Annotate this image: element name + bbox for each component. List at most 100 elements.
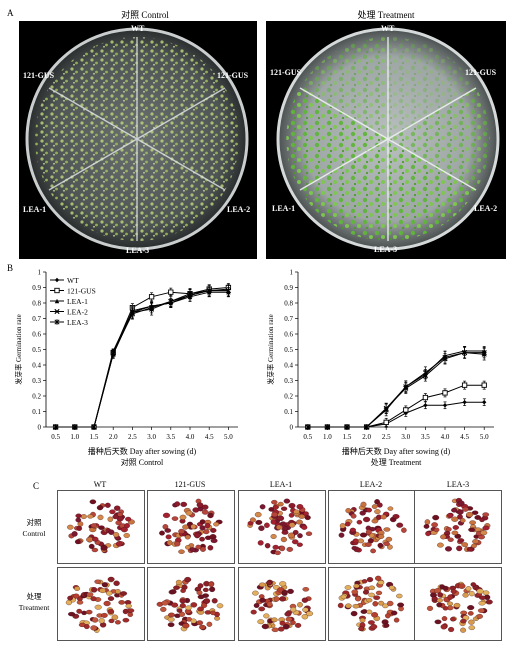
seed	[71, 531, 78, 537]
seed	[100, 545, 108, 551]
seed	[366, 577, 374, 583]
seed-image-control-3	[328, 490, 416, 564]
seed	[118, 600, 126, 605]
data-point	[403, 407, 409, 413]
seed	[352, 603, 360, 609]
seed	[280, 506, 288, 511]
seed	[213, 521, 220, 527]
seed-cluster	[156, 576, 224, 632]
series-4	[305, 346, 487, 430]
seed	[108, 529, 115, 535]
seed	[279, 581, 287, 587]
seed	[171, 516, 179, 521]
seed	[83, 624, 90, 630]
treatment-label-lea1: LEA-1	[272, 204, 296, 213]
seed	[377, 502, 383, 508]
x-tick-label: 0.5	[303, 433, 312, 441]
x-tick-label: 4.0	[186, 433, 195, 441]
seed	[372, 601, 379, 607]
seed	[474, 515, 482, 520]
x-tick-label: 5.0	[480, 433, 489, 441]
seed	[461, 542, 469, 547]
seed	[296, 542, 303, 547]
seed	[467, 605, 475, 611]
series-line	[307, 401, 485, 428]
series-4	[53, 284, 231, 430]
seed	[468, 590, 475, 597]
seed	[160, 606, 167, 612]
seed	[371, 504, 378, 509]
seed	[281, 530, 289, 535]
seed	[90, 596, 97, 602]
seed	[469, 520, 476, 525]
seed	[396, 522, 404, 528]
seed	[350, 513, 357, 519]
legend-marker	[54, 287, 60, 294]
seed	[72, 593, 80, 599]
seed	[440, 534, 447, 540]
seed	[258, 525, 265, 531]
seed-image-control-2	[238, 490, 326, 564]
seed	[476, 588, 484, 594]
series-1	[305, 380, 487, 430]
seed	[161, 600, 169, 606]
seed	[425, 531, 431, 537]
data-point	[148, 294, 155, 300]
seed	[107, 576, 115, 582]
y-axis-label: 发芽率 Germination rate	[266, 314, 275, 384]
seed	[431, 596, 438, 601]
treatment-label-121gus-right: 121-GUS	[465, 68, 497, 77]
seed	[88, 543, 95, 549]
y-tick-label: 1	[38, 269, 42, 277]
seed	[385, 613, 391, 619]
seed	[447, 537, 454, 542]
data-point	[324, 424, 330, 430]
seed	[258, 582, 266, 588]
seed	[480, 530, 488, 536]
seed	[270, 534, 277, 539]
seed	[196, 502, 204, 508]
seed	[383, 623, 390, 628]
seed	[301, 597, 309, 603]
control-label-lea3: LEA-3	[126, 246, 150, 255]
seed	[339, 523, 346, 529]
x-tick-label: 4.0	[441, 433, 450, 441]
row-label-treatment: 处理 Treatment	[12, 591, 56, 613]
seed	[466, 511, 474, 518]
seed	[168, 612, 175, 618]
data-point	[462, 400, 467, 405]
y-tick-label: 0.6	[32, 331, 41, 339]
seed	[113, 505, 121, 511]
seed	[94, 604, 102, 610]
seed	[199, 624, 206, 630]
seed-image-treatment-0	[57, 567, 145, 641]
seed	[91, 587, 98, 593]
x-tick-label: 5.0	[224, 433, 233, 441]
seed	[91, 547, 99, 553]
row-label-control-zh: 对照	[26, 518, 42, 527]
seed	[457, 500, 465, 506]
seed	[197, 606, 204, 612]
seed	[290, 620, 296, 625]
y-tick-label: 1	[290, 269, 294, 277]
seed	[353, 583, 360, 589]
control-label-wt: WT	[131, 24, 145, 33]
seed	[286, 546, 294, 552]
data-point	[206, 287, 212, 294]
seed	[80, 514, 87, 520]
x-tick-label: 4.5	[460, 433, 469, 441]
seed	[261, 623, 269, 630]
seed-image-treatment-2	[238, 567, 326, 641]
seed	[426, 605, 434, 611]
seed-image-control-4	[414, 490, 502, 564]
seed	[375, 590, 383, 596]
seed	[433, 527, 440, 533]
seed	[367, 620, 375, 625]
seed	[176, 608, 183, 613]
seed	[115, 541, 123, 547]
seed	[184, 576, 192, 583]
seed	[196, 590, 203, 596]
seed	[277, 626, 285, 632]
seed	[201, 504, 209, 510]
